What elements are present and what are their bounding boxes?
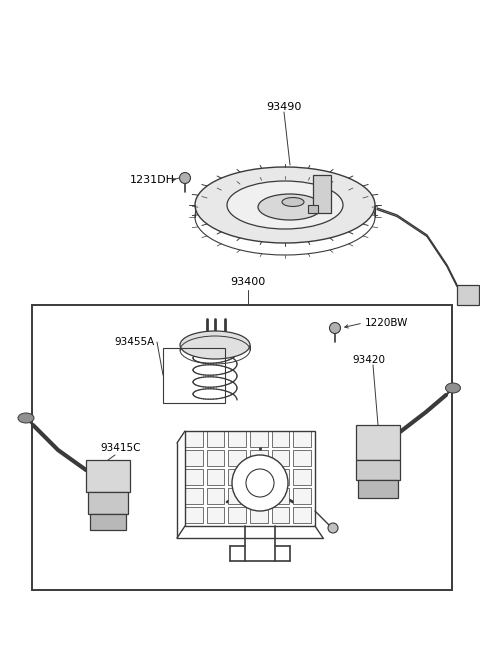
Ellipse shape [195, 167, 375, 243]
Bar [293, 507, 311, 523]
Circle shape [180, 172, 191, 183]
Bar [228, 450, 246, 466]
Ellipse shape [180, 331, 250, 359]
Bar [293, 469, 311, 485]
Bar [228, 469, 246, 485]
Ellipse shape [258, 194, 322, 220]
Bar [272, 450, 289, 466]
Bar [293, 488, 311, 504]
Text: 93455A: 93455A [115, 337, 155, 347]
Bar [228, 431, 246, 447]
Bar [308, 205, 318, 213]
Bar [185, 469, 203, 485]
Circle shape [232, 455, 288, 511]
Bar [457, 285, 479, 305]
Bar [358, 480, 398, 498]
Bar [293, 431, 311, 447]
Bar [313, 175, 331, 213]
Bar [185, 450, 203, 466]
Bar [185, 431, 203, 447]
Text: 1231DH: 1231DH [130, 175, 175, 185]
Bar [185, 431, 315, 526]
Bar [250, 469, 268, 485]
Ellipse shape [18, 413, 34, 423]
Circle shape [328, 523, 338, 533]
Ellipse shape [227, 181, 343, 229]
Text: 1220BW: 1220BW [365, 318, 408, 328]
Bar [228, 507, 246, 523]
Bar [185, 507, 203, 523]
Bar [86, 460, 130, 492]
Text: 93490: 93490 [266, 102, 302, 112]
Bar [207, 450, 225, 466]
Bar [250, 488, 268, 504]
Bar [32, 305, 452, 590]
Bar [163, 348, 225, 403]
Bar [250, 431, 268, 447]
Bar [272, 488, 289, 504]
Ellipse shape [282, 198, 304, 206]
Bar [185, 488, 203, 504]
Ellipse shape [445, 383, 460, 393]
Bar [356, 460, 400, 480]
Bar [207, 431, 225, 447]
Bar [207, 488, 225, 504]
Bar [90, 514, 126, 530]
Bar [88, 492, 128, 514]
Bar [272, 431, 289, 447]
Text: 93400: 93400 [230, 277, 265, 287]
Bar [207, 507, 225, 523]
Text: 93420: 93420 [352, 355, 385, 365]
Text: 93415C: 93415C [100, 443, 141, 453]
Bar [272, 507, 289, 523]
Bar [250, 507, 268, 523]
Circle shape [329, 322, 340, 333]
Bar [250, 450, 268, 466]
Bar [228, 488, 246, 504]
Bar [293, 450, 311, 466]
Bar [207, 469, 225, 485]
Bar [272, 469, 289, 485]
Bar [356, 425, 400, 460]
